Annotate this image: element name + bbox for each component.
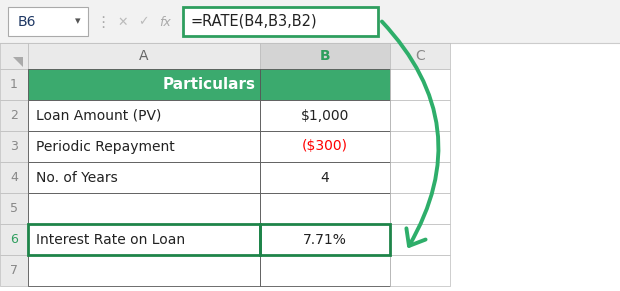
Bar [260,131,390,162]
Bar [0,224,28,255]
Text: ✓: ✓ [138,15,148,29]
Text: $1,000: $1,000 [301,109,349,123]
Bar [260,193,390,224]
FancyArrowPatch shape [382,22,438,246]
Bar [390,100,450,131]
Polygon shape [13,57,23,67]
Bar [260,100,390,131]
Text: 3: 3 [10,140,18,153]
Text: Particulars: Particulars [162,77,255,92]
Text: ✕: ✕ [118,15,128,29]
FancyBboxPatch shape [183,7,378,36]
Bar [28,162,260,193]
Bar [28,224,260,255]
Text: No. of Years: No. of Years [36,171,118,184]
Text: 1: 1 [10,78,18,91]
Text: 6: 6 [10,233,18,246]
Text: ($300): ($300) [302,139,348,153]
Bar [0,43,620,291]
Text: 5: 5 [10,202,18,215]
Bar [28,100,260,131]
Text: Interest Rate on Loan: Interest Rate on Loan [36,233,185,246]
Bar [28,224,260,255]
Text: Loan Amount (PV): Loan Amount (PV) [36,109,161,123]
FancyBboxPatch shape [8,7,88,36]
Bar [390,162,450,193]
Bar [28,131,260,162]
Text: ⋮: ⋮ [95,15,110,29]
Bar [0,131,28,162]
Bar [28,255,260,286]
Bar [260,43,390,69]
Bar [390,255,450,286]
Bar [260,255,390,286]
Bar [260,224,390,255]
Text: B: B [320,49,330,63]
Bar [260,69,390,100]
Text: Periodic Repayment: Periodic Repayment [36,139,175,153]
Bar [390,224,450,255]
Bar [260,224,390,255]
Bar [0,43,28,69]
Bar [390,131,450,162]
Text: fx: fx [159,15,171,29]
Text: C: C [415,49,425,63]
Bar [390,43,450,69]
Text: =RATE(B4,B3,B2): =RATE(B4,B3,B2) [191,14,317,29]
Bar [0,0,620,43]
Text: 4: 4 [10,171,18,184]
Text: A: A [140,49,149,63]
Bar [28,43,260,69]
Text: B6: B6 [18,15,37,29]
Bar [0,255,28,286]
Bar [390,193,450,224]
Bar [390,69,450,100]
Text: 2: 2 [10,109,18,122]
Bar [28,69,260,100]
Bar [0,100,28,131]
Bar [260,162,390,193]
Text: 7.71%: 7.71% [303,233,347,246]
Text: 4: 4 [321,171,329,184]
Bar [0,193,28,224]
Bar [0,69,28,100]
Bar [0,162,28,193]
Text: ▾: ▾ [75,17,81,26]
Text: 7: 7 [10,264,18,277]
Bar [28,193,260,224]
